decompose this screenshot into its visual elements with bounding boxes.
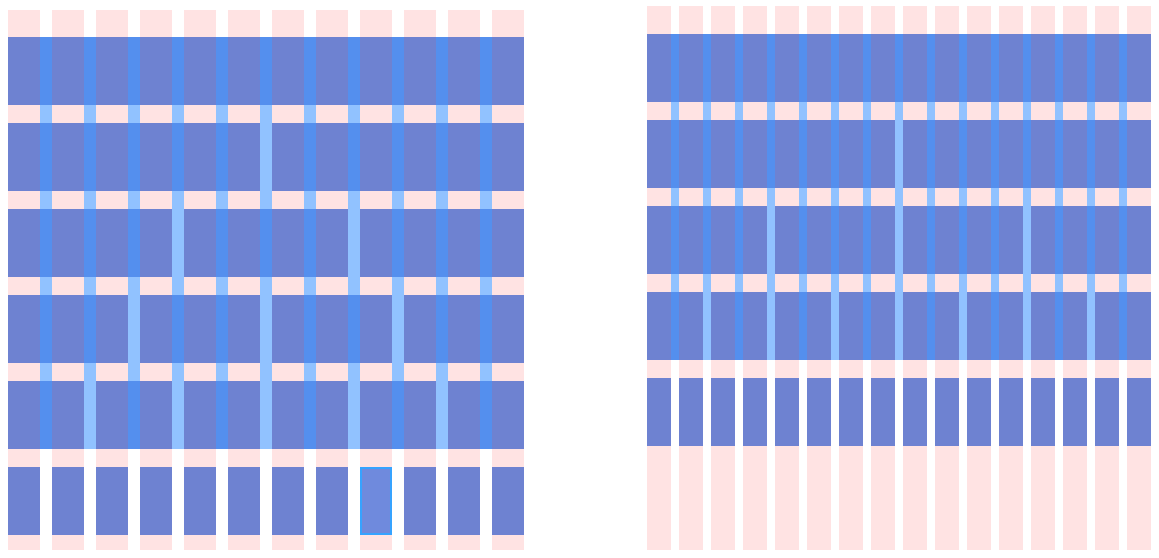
gutter-highlight [84,37,96,449]
layout-block [903,378,927,446]
layout-block [775,378,799,446]
layout-block [1127,378,1151,446]
layout-block [807,378,831,446]
layout-block [871,378,895,446]
layout-block [647,378,671,446]
gutter-highlight [480,37,492,449]
gutter-highlight [1119,34,1127,360]
gutter-highlight [735,34,743,360]
layout-block [404,295,524,363]
gutter-highlight [260,37,272,449]
layout-block [52,467,84,535]
layout-block [272,295,392,363]
gutter-highlight [40,37,52,449]
gutter-highlight [348,37,360,449]
layout-block [228,467,260,535]
layout-block [935,378,959,446]
gutter-highlight [1055,34,1063,360]
gutter-highlight [703,34,711,360]
gutter-highlight [863,34,871,360]
gutter-highlight [304,37,316,449]
layout-block [839,378,863,446]
layout-block [140,467,172,535]
gutter-highlight [172,37,184,449]
layout-block [272,467,304,535]
gutter-highlight [831,34,839,360]
layout-block [448,467,480,535]
layout-block [8,467,40,535]
gutter-highlight [128,37,140,449]
layout-block [184,467,216,535]
layout-block [8,295,128,363]
layout-block [492,467,524,535]
layout-block [316,467,348,535]
gutter-highlight [799,34,807,360]
gutter-highlight [959,34,967,360]
layout-block [999,378,1023,446]
gutter-highlight [767,34,775,360]
gutter-highlight [671,34,679,360]
layout-block [404,467,436,535]
selected-layout-block [360,467,392,535]
layout-block [140,295,260,363]
layout-block [743,378,767,446]
gutter-highlight [991,34,999,360]
gutter-highlight [895,34,903,360]
gutter-highlight [1087,34,1095,360]
gutter-highlight [927,34,935,360]
layout-block [1063,378,1087,446]
gutter-highlight [1023,34,1031,360]
layout-block [1031,378,1055,446]
gutter-highlight [436,37,448,449]
gutter-highlight [216,37,228,449]
layout-block [96,467,128,535]
layout-block [967,378,991,446]
layout-block [1095,378,1119,446]
twelve-column-grid [0,0,530,558]
gutter-highlight [392,37,404,449]
layout-block [679,378,703,446]
layout-block [711,378,735,446]
